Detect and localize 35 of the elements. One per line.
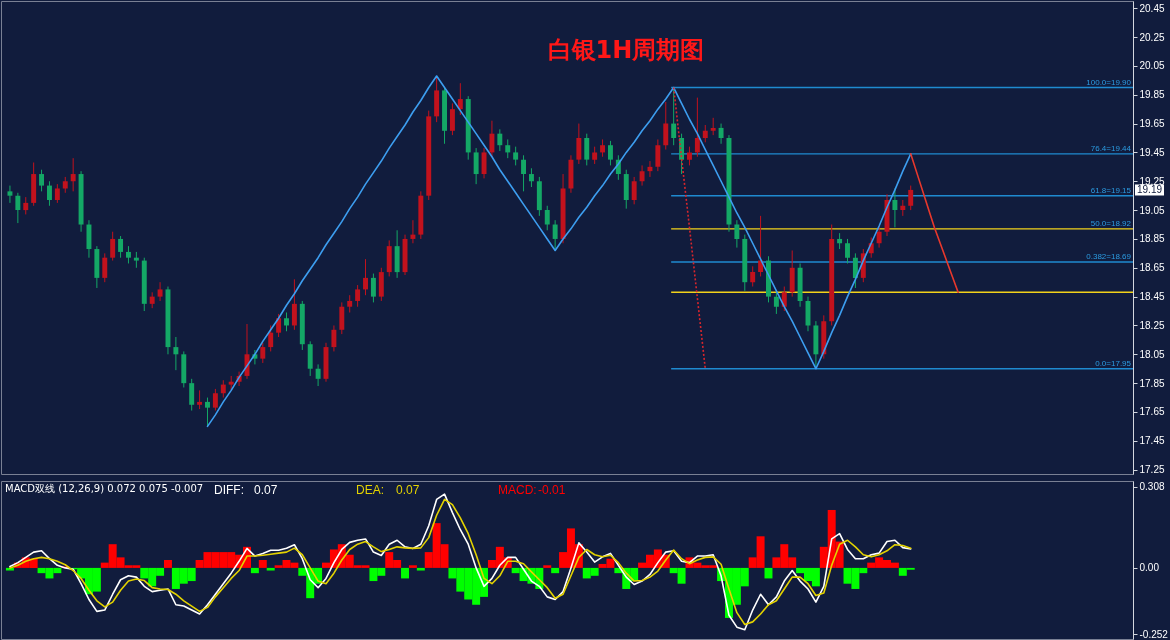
y-tick-label: 0.00: [1139, 562, 1160, 574]
text: DEA:: [356, 483, 385, 497]
text: 19.19: [1137, 184, 1163, 195]
chart-title: MACD双线 (12,26,9) 0.072 0.075 -0.007: [5, 483, 204, 494]
y-tick-label: 19.25: [1139, 175, 1165, 187]
y-tick-label: 19.85: [1139, 89, 1165, 101]
y-tick-label: 18.45: [1139, 291, 1165, 303]
y-tick-label: 18.25: [1139, 319, 1165, 331]
y-tick-label: 19.65: [1139, 118, 1165, 130]
annotation: 0.07: [396, 483, 420, 497]
y-tick-label: 20.05: [1139, 60, 1165, 72]
text: MACD:: [498, 483, 537, 497]
y-tick-label: 18.65: [1139, 262, 1165, 274]
text: 白银1H周期图: [547, 36, 705, 64]
y-tick-label: 18.05: [1139, 348, 1165, 360]
y-tick-label: 17.25: [1139, 464, 1165, 476]
y-tick-label: 17.65: [1139, 406, 1165, 418]
y-tick-label: 18.85: [1139, 233, 1165, 245]
ref-line-label: 61.8=19.15: [1090, 185, 1132, 195]
y-tick-label: 17.45: [1139, 435, 1165, 447]
annotation: 0.07: [254, 483, 278, 497]
y-tick-label: 20.45: [1139, 2, 1165, 14]
y-tick-label: 17.85: [1139, 377, 1165, 389]
y-tick-label: 20.25: [1139, 31, 1165, 43]
ref-line-label: 76.4=19.44: [1090, 143, 1132, 153]
ref-line-label: 0.382=18.69: [1086, 252, 1132, 262]
annotation: -0.01: [538, 483, 566, 497]
ref-line-label: 50.0=18.92: [1090, 218, 1132, 228]
y-tick-label: 19.05: [1139, 204, 1165, 216]
y-tick-label: -0.252: [1139, 628, 1169, 640]
y-tick-label: 0.308: [1139, 481, 1165, 493]
ref-line-label: 100.0=19.90: [1086, 77, 1132, 87]
text: DIFF:: [214, 483, 244, 497]
ref-line-label: 0.0=17.95: [1095, 358, 1132, 368]
y-tick-label: 19.45: [1139, 146, 1165, 158]
